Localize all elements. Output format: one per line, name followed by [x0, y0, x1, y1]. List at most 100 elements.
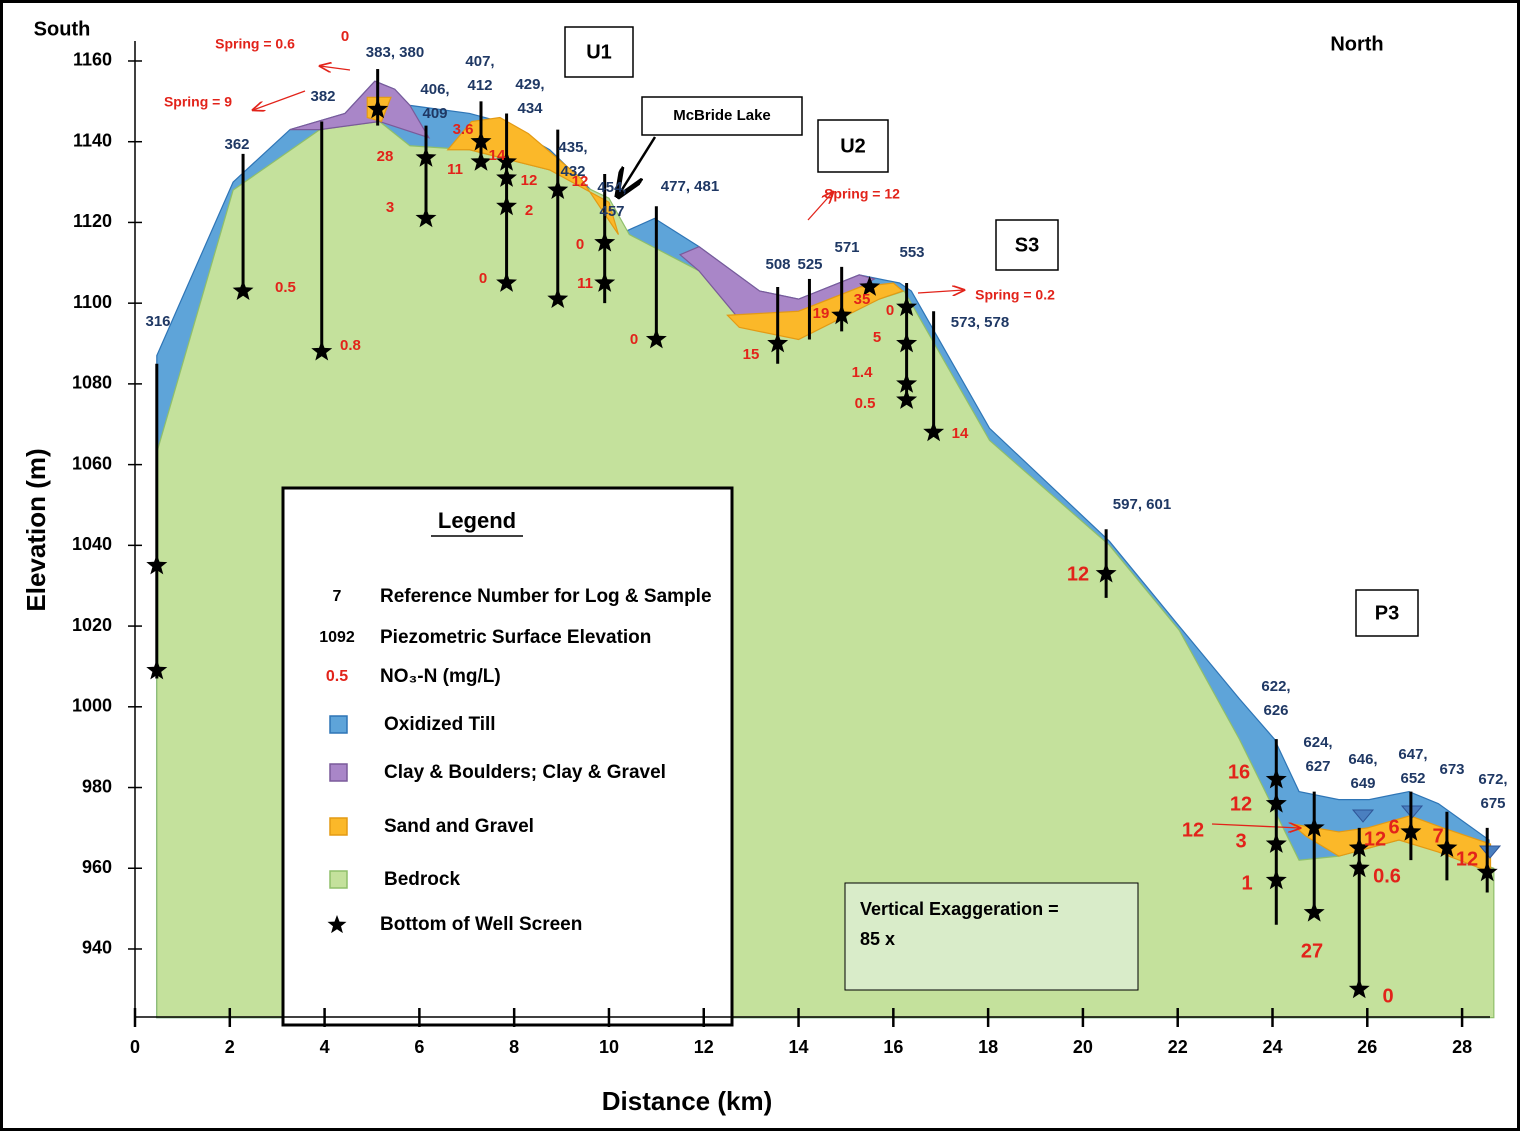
- x-tick-label: 20: [1073, 1037, 1093, 1057]
- y-tick-label: 1060: [72, 453, 112, 473]
- well-reference: 407,: [465, 53, 494, 70]
- no3-label: 15: [743, 346, 760, 363]
- no3-label: 0: [479, 270, 487, 287]
- y-tick-label: 960: [82, 857, 112, 877]
- well-reference: 477, 481: [661, 178, 719, 195]
- x-tick-label: 22: [1168, 1037, 1188, 1057]
- legend-box: [283, 488, 732, 1025]
- well-reference: 406,: [420, 81, 449, 98]
- well-reference: 675: [1480, 795, 1505, 812]
- y-axis-title: Elevation (m): [21, 448, 51, 611]
- well-reference: 622,: [1261, 678, 1290, 695]
- y-tick-label: 1080: [72, 373, 112, 393]
- no3-label: 3: [1235, 830, 1246, 852]
- no3-label: 3.6: [453, 121, 474, 138]
- no3-label: 3: [386, 199, 394, 216]
- no3-label: 12: [1067, 563, 1089, 585]
- no3-label: 19: [813, 305, 830, 322]
- legend-text: Reference Number for Log & Sample: [380, 586, 712, 607]
- well-reference: 573, 578: [951, 314, 1009, 331]
- x-tick-label: 6: [414, 1037, 424, 1057]
- well-reference: 434: [517, 100, 543, 117]
- legend-text: Oxidized Till: [384, 714, 496, 735]
- x-tick-label: 16: [883, 1037, 903, 1057]
- no3-label: 35: [854, 291, 871, 308]
- spring-arrow: [320, 66, 350, 70]
- no3-label: 12: [1456, 848, 1478, 870]
- well-reference: 362: [224, 136, 249, 153]
- spring-label: Spring = 0.6: [215, 36, 295, 52]
- no3-label: 12: [572, 173, 589, 190]
- direction-label: North: [1330, 33, 1383, 55]
- legend-text: Bottom of Well Screen: [380, 914, 582, 935]
- legend-text: NO₃-N (mg/L): [380, 666, 501, 687]
- well-reference: 627: [1305, 758, 1330, 775]
- well-reference: 597, 601: [1113, 496, 1171, 513]
- y-tick-label: 1020: [72, 615, 112, 635]
- well-reference: 571: [834, 239, 859, 256]
- legend-swatch: [330, 716, 347, 733]
- no3-label: 6: [1388, 816, 1399, 838]
- no3-label: 28: [377, 148, 394, 165]
- legend-text: Clay & Boulders; Clay & Gravel: [384, 762, 666, 783]
- x-tick-label: 4: [320, 1037, 330, 1057]
- lake-label: McBride Lake: [673, 107, 771, 124]
- well-reference: 647,: [1398, 746, 1427, 763]
- section-label: S3: [1015, 234, 1039, 256]
- note-line: 85 x: [860, 929, 895, 949]
- no3-label: 12: [1230, 793, 1252, 815]
- legend-sample: 0.5: [326, 668, 348, 685]
- well-reference: 435,: [558, 139, 587, 156]
- no3-label: 0.6: [1373, 865, 1401, 887]
- well-reference: 646,: [1348, 751, 1377, 768]
- well-reference: 649: [1350, 775, 1375, 792]
- annotation: 0: [341, 28, 349, 45]
- well-reference: 412: [467, 77, 492, 94]
- no3-label: 0: [1382, 985, 1393, 1007]
- no3-label: 0.8: [340, 337, 361, 354]
- y-tick-label: 1000: [72, 696, 112, 716]
- well-reference: 553: [899, 244, 924, 261]
- well-reference: 409: [422, 105, 447, 122]
- legend-text: Piezometric Surface Elevation: [380, 627, 651, 648]
- spring-label: Spring = 12: [824, 186, 900, 202]
- x-tick-label: 18: [978, 1037, 998, 1057]
- page: South North U1 U2 S3 P3 McBride Lake Spr…: [0, 0, 1520, 1131]
- no3-label: 12: [1182, 819, 1204, 841]
- y-tick-label: 1140: [73, 130, 112, 150]
- x-tick-label: 26: [1357, 1037, 1377, 1057]
- legend-text: Sand and Gravel: [384, 816, 534, 837]
- well-reference: 316: [145, 313, 170, 330]
- no3-label: 0.5: [275, 279, 296, 296]
- y-tick-label: 1120: [73, 211, 112, 231]
- note-line: Vertical Exaggeration =: [860, 899, 1059, 919]
- x-tick-label: 8: [509, 1037, 519, 1057]
- well-reference: 673: [1439, 761, 1464, 778]
- x-tick-label: 12: [694, 1037, 714, 1057]
- well-reference: 429,: [515, 76, 544, 93]
- chart: South North U1 U2 S3 P3 McBride Lake Spr…: [0, 0, 1520, 1131]
- y-tick-label: 1160: [73, 50, 112, 70]
- no3-label: 1: [1241, 872, 1252, 894]
- well-reference: 383, 380: [366, 44, 424, 61]
- no3-label: 7: [1432, 825, 1443, 847]
- no3-label: 0: [630, 331, 638, 348]
- well-reference: 624,: [1303, 734, 1332, 751]
- x-axis-title: Distance (km): [602, 1086, 773, 1116]
- x-tick-label: 2: [225, 1037, 235, 1057]
- legend-sample: 1092: [319, 629, 355, 646]
- x-tick-label: 14: [789, 1037, 809, 1057]
- well-reference: 672,: [1478, 771, 1507, 788]
- legend-swatch: [330, 818, 347, 835]
- direction-label: South: [34, 18, 91, 40]
- legend-title: Legend: [438, 508, 516, 533]
- no3-label: 0: [886, 302, 894, 319]
- no3-label: 5: [873, 329, 881, 346]
- well-reference: 626: [1263, 702, 1288, 719]
- well-reference: 652: [1400, 770, 1425, 787]
- well-reference: 457: [599, 203, 624, 220]
- legend-swatch: [330, 764, 347, 781]
- y-tick-label: 940: [82, 938, 112, 958]
- legend-swatch: [330, 871, 347, 888]
- no3-label: 14: [952, 425, 969, 442]
